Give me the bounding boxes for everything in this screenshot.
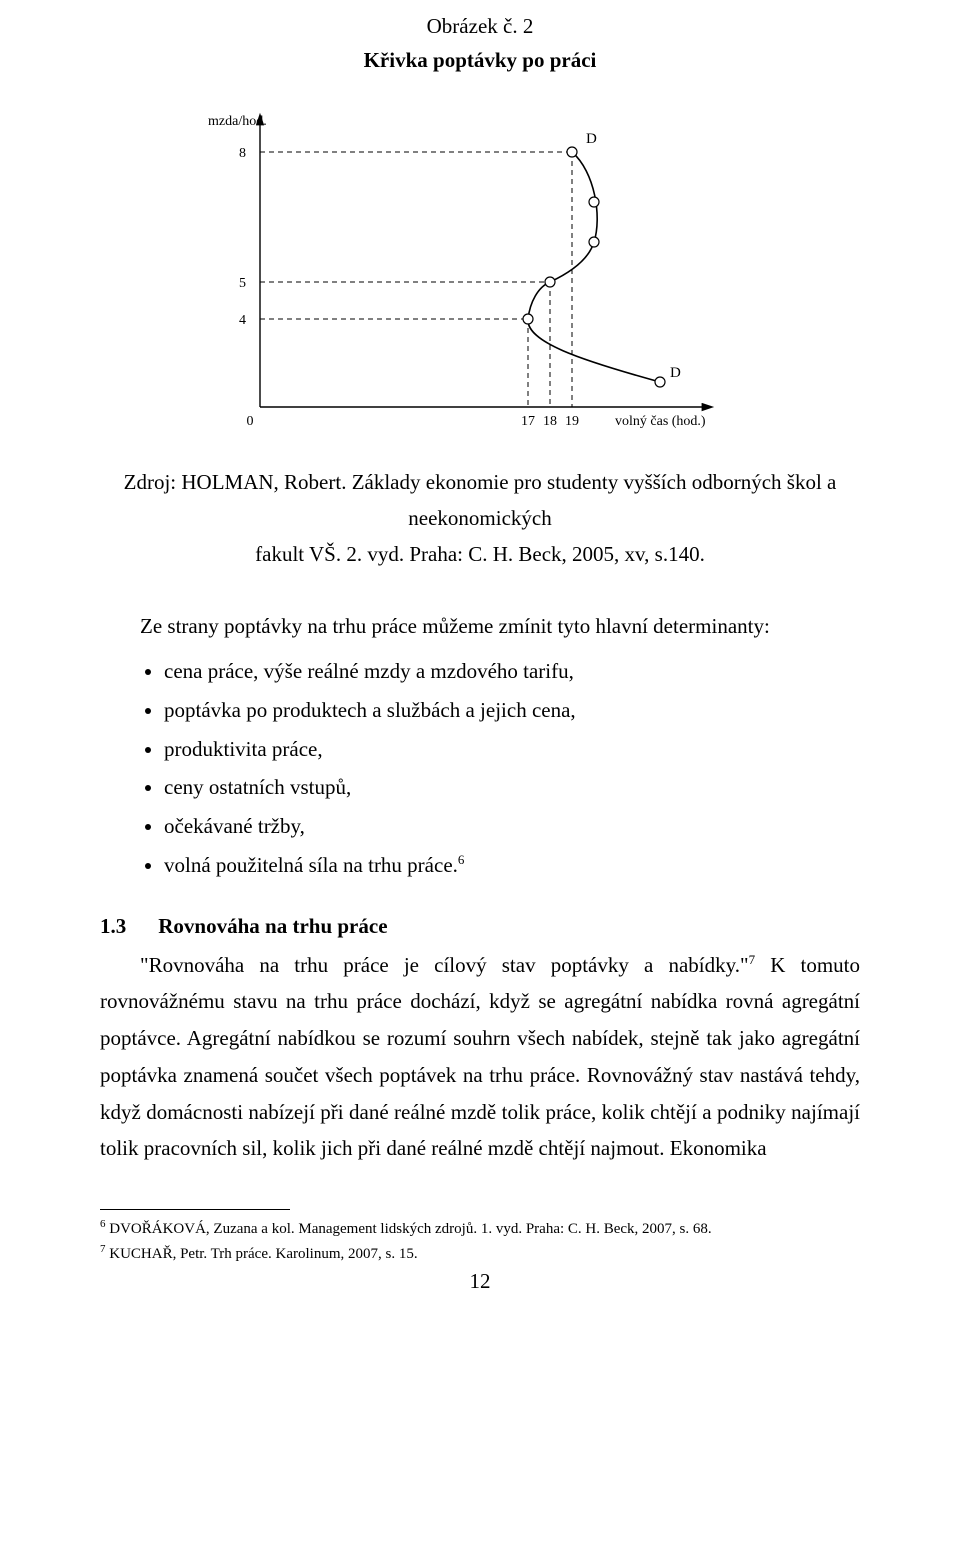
demand-curve-chart: 0 mzda/hod. volný čas (hod.) 8 5 4 17 18 19 D D: [100, 87, 860, 437]
paragraph-rest: K tomuto rovnovážnému stavu na trhu prác…: [100, 953, 860, 1161]
page-number: 12: [100, 1269, 860, 1294]
determinants-list: cena práce, výše reálné mzdy a mzdového …: [100, 653, 860, 884]
section-heading: 1.3 Rovnováha na trhu práce: [100, 914, 860, 939]
footnote-ref-6: 6: [458, 852, 465, 867]
svg-text:19: 19: [565, 414, 579, 429]
intro-paragraph: Ze strany poptávky na trhu práce můžeme …: [100, 608, 860, 645]
footnote-line: 7 KUCHAŘ, Petr. Trh práce. Karolinum, 20…: [100, 1241, 860, 1266]
list-item: cena práce, výše reálné mzdy a mzdového …: [164, 653, 860, 690]
figure-title: Křivka poptávky po práci: [100, 44, 860, 78]
svg-text:D: D: [670, 365, 681, 381]
svg-text:volný čas (hod.): volný čas (hod.): [615, 414, 706, 429]
svg-text:5: 5: [239, 276, 246, 291]
quote-text: "Rovnováha na trhu práce je cílový stav …: [140, 953, 749, 977]
figure-source-line2: fakult VŠ. 2. vyd. Praha: C. H. Beck, 20…: [100, 537, 860, 573]
section-paragraph: "Rovnováha na trhu práce je cílový stav …: [100, 947, 860, 1168]
svg-text:D: D: [586, 131, 597, 147]
list-item: očekávané tržby,: [164, 808, 860, 845]
list-item: poptávka po produktech a službách a jeji…: [164, 692, 860, 729]
svg-text:mzda/hod.: mzda/hod.: [208, 114, 267, 129]
list-item: produktivita práce,: [164, 731, 860, 768]
svg-text:4: 4: [239, 313, 246, 328]
figure-source-line1: Zdroj: HOLMAN, Robert. Základy ekonomie …: [100, 465, 860, 536]
figure-caption: Obrázek č. 2: [100, 10, 860, 44]
section-title: Rovnováha na trhu práce: [158, 914, 387, 938]
svg-text:18: 18: [543, 414, 557, 429]
footnote-rule: [100, 1209, 290, 1210]
svg-text:17: 17: [521, 414, 535, 429]
list-item: volná použitelná síla na trhu práce.6: [164, 847, 860, 884]
svg-text:8: 8: [239, 146, 246, 161]
footnotes-block: 6 DVOŘÁKOVÁ, Zuzana a kol. Management li…: [100, 1216, 860, 1265]
list-item: ceny ostatních vstupů,: [164, 769, 860, 806]
section-number: 1.3: [100, 914, 126, 939]
footnote-line: 6 DVOŘÁKOVÁ, Zuzana a kol. Management li…: [100, 1216, 860, 1241]
svg-text:0: 0: [247, 414, 254, 429]
